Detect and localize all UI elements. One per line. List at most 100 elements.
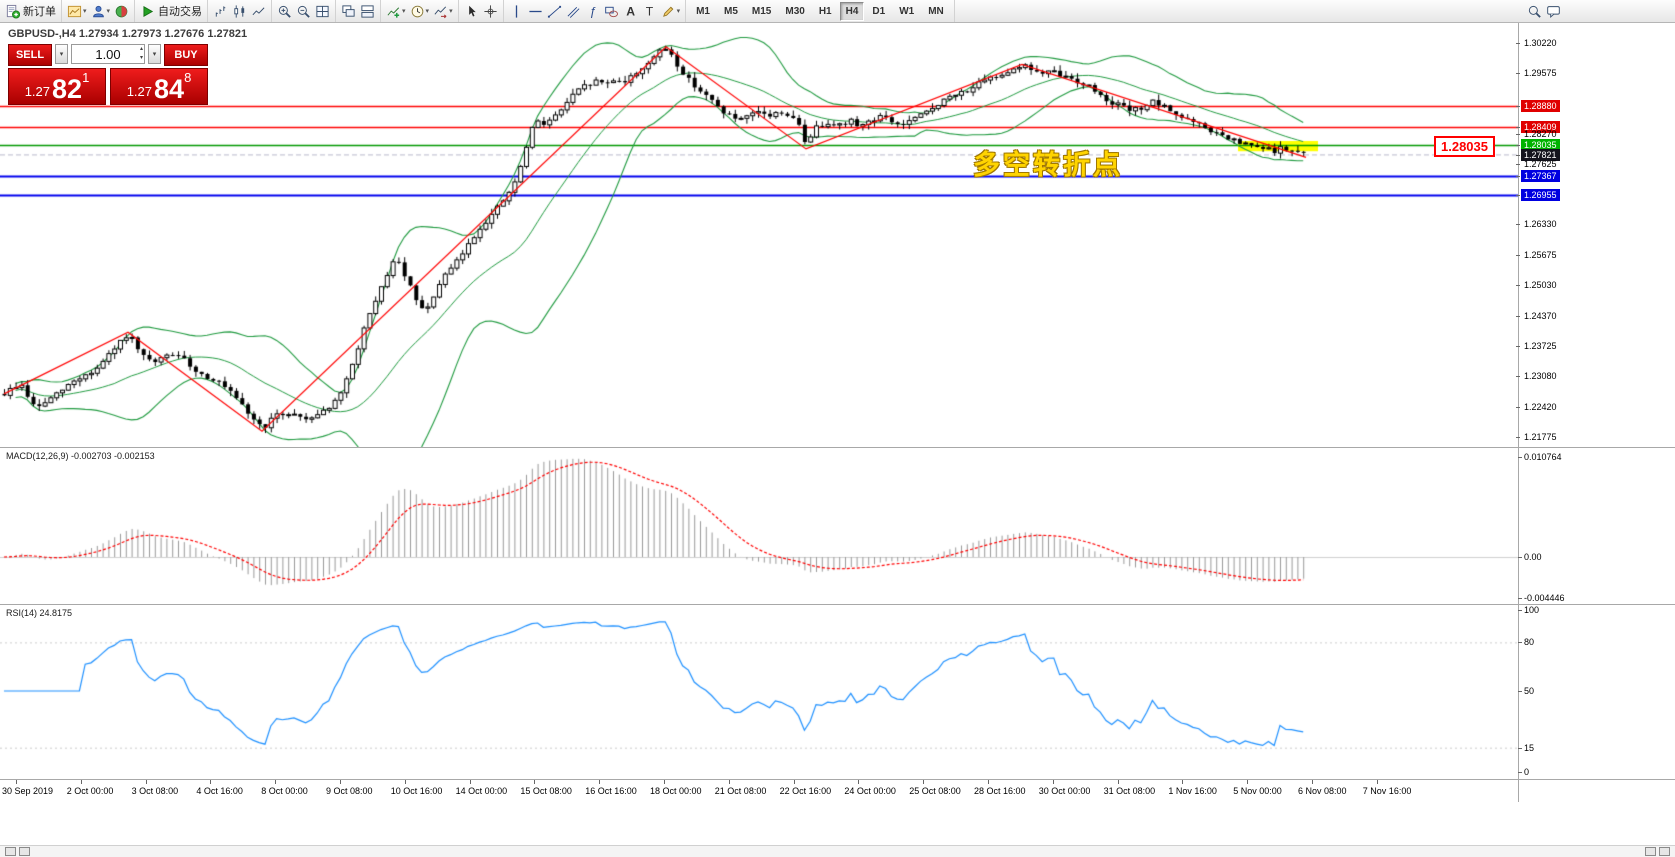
- crosshair-button[interactable]: [481, 2, 500, 21]
- timeframe-m15-button[interactable]: M15: [751, 5, 772, 17]
- volume-value: 1.00: [95, 46, 121, 62]
- timeframe-mn-button[interactable]: MN: [928, 5, 944, 17]
- bottom-bar: [0, 845, 1675, 857]
- price-scale-label: 1.23080: [1516, 370, 1560, 382]
- scale-label: 15: [1517, 742, 1535, 753]
- cascade-windows-button[interactable]: [339, 2, 358, 21]
- sell-price-display[interactable]: 1.27 82 1: [8, 68, 106, 105]
- time-label: 5 Nov 00:00: [1233, 786, 1282, 796]
- chat-button[interactable]: [1544, 2, 1563, 21]
- rsi-label: RSI(14) 24.8175: [6, 608, 73, 618]
- timeframe-h1-button[interactable]: H1: [818, 5, 832, 17]
- horizontal-line-button[interactable]: [526, 2, 545, 21]
- dropdown-caret-icon[interactable]: ▾: [402, 8, 406, 15]
- time-label: 31 Oct 08:00: [1103, 786, 1156, 796]
- price-chart-canvas[interactable]: [0, 23, 1518, 447]
- panel-separator[interactable]: [0, 447, 1675, 448]
- timeframe-m1-button[interactable]: M1: [696, 5, 710, 17]
- timeframe-m5-button[interactable]: M5: [724, 5, 738, 17]
- bar-chart-button[interactable]: [211, 2, 230, 21]
- fibo-icon: ƒ: [585, 4, 600, 19]
- scale-label: 0.00: [1518, 552, 1542, 562]
- arrows-button[interactable]: T: [640, 2, 659, 21]
- autotrading-button[interactable]: 自动交易: [138, 2, 204, 21]
- tile-windows-button[interactable]: [358, 2, 377, 21]
- macd-label: MACD(12,26,9) -0.002703 -0.002153: [6, 451, 155, 461]
- search-button[interactable]: [1525, 2, 1544, 21]
- bottom-left-icon-2[interactable]: [19, 847, 30, 856]
- price-tag-label[interactable]: 1.28035: [1434, 136, 1495, 157]
- buy-dropdown-caret[interactable]: ▾: [148, 44, 161, 64]
- timeframe-w1-button[interactable]: W1: [899, 5, 915, 17]
- price-scale-label: 1.29575: [1516, 67, 1560, 79]
- spinner-down-icon[interactable]: ▾: [139, 55, 143, 61]
- dropdown-caret-icon[interactable]: ▾: [83, 8, 87, 15]
- fibonacci-button[interactable]: ƒ: [583, 2, 602, 21]
- time-label: 22 Oct 16:00: [779, 786, 832, 796]
- time-label: 24 Oct 00:00: [844, 786, 896, 796]
- new-order-button[interactable]: 新订单: [3, 2, 58, 21]
- time-axis[interactable]: 30 Sep 2019 2 Oct 00:00 3 Oct 08:00 4 Oct 1…: [0, 780, 1518, 802]
- bottom-right-icon-1[interactable]: [1645, 847, 1656, 856]
- trendline-button[interactable]: [545, 2, 564, 21]
- bottom-left-icon-1[interactable]: [5, 847, 16, 856]
- rsi-panel-canvas[interactable]: [0, 604, 1518, 779]
- toolbar-group: [336, 0, 382, 22]
- text-icon: A: [623, 4, 638, 19]
- bottom-left-icons: [5, 847, 30, 856]
- bottom-right-icon-2[interactable]: [1659, 847, 1670, 856]
- spinner-up-icon[interactable]: ▴: [139, 46, 143, 52]
- new-chart-icon: [67, 4, 82, 19]
- sell-dropdown-caret[interactable]: ▾: [55, 44, 68, 64]
- periods-button[interactable]: ▾: [408, 2, 432, 21]
- volume-input[interactable]: 1.00 ▴ ▾: [71, 44, 145, 64]
- cursor-button[interactable]: [462, 2, 481, 21]
- timeframe-m30-button[interactable]: M30: [785, 5, 805, 17]
- toolbar-group: 自动交易: [135, 0, 209, 22]
- scale-label: 0: [1517, 767, 1530, 777]
- time-tick: [534, 780, 536, 784]
- zoom-out-button[interactable]: [294, 2, 313, 21]
- macd-panel-canvas[interactable]: [0, 447, 1518, 604]
- draw-button[interactable]: ▾: [659, 2, 683, 21]
- indicators-button[interactable]: ▾: [384, 2, 408, 21]
- text-button[interactable]: A: [621, 2, 640, 21]
- shapes-button[interactable]: [602, 2, 621, 21]
- toolbar-group: ƒ A T ▾: [504, 0, 687, 22]
- scale-label: 0.010764: [1518, 452, 1562, 462]
- time-label: 1 Nov 16:00: [1168, 786, 1217, 796]
- price-scale-separator: [1518, 23, 1519, 802]
- chart-shift-button[interactable]: ▾: [431, 2, 455, 21]
- dropdown-caret-icon[interactable]: ▾: [425, 8, 430, 15]
- candlestick-chart-button[interactable]: [230, 2, 249, 21]
- dropdown-caret-icon[interactable]: ▾: [449, 8, 453, 15]
- timeframe-d1-button[interactable]: D1: [872, 5, 886, 17]
- refresh-button[interactable]: [112, 2, 131, 21]
- time-tick: [1312, 780, 1313, 784]
- cursor-icon: [464, 4, 479, 19]
- time-tick: [1117, 780, 1119, 784]
- time-tick: [404, 780, 406, 784]
- grid-button[interactable]: [313, 2, 332, 21]
- vertical-line-button[interactable]: [507, 2, 526, 21]
- time-label: 16 Oct 16:00: [585, 786, 637, 796]
- timeframe-h4-button[interactable]: H4: [839, 1, 865, 21]
- chart-title: GBPUSD-,H4 1.27934 1.27973 1.27676 1.278…: [8, 28, 248, 40]
- line-chart-button[interactable]: [249, 2, 268, 21]
- zoom-in-button[interactable]: [275, 2, 294, 21]
- line-chart-icon: [251, 4, 266, 19]
- new-chart-button[interactable]: ▾: [65, 2, 89, 21]
- buy-button[interactable]: BUY: [164, 44, 208, 66]
- price-scale[interactable]: 1.30220 1.29575 1.28880 1.28409 1.28270 1.280…: [1516, 23, 1675, 779]
- panel-separator[interactable]: [0, 604, 1675, 605]
- profiles-button[interactable]: ▾: [89, 2, 113, 21]
- dropdown-caret-icon[interactable]: ▾: [106, 8, 111, 15]
- sell-button[interactable]: SELL: [8, 44, 52, 66]
- time-tick: [210, 780, 212, 784]
- scale-label: -0.004446: [1518, 593, 1565, 604]
- chat-icon: [1546, 4, 1561, 19]
- channel-button[interactable]: [564, 2, 583, 21]
- buy-price-display[interactable]: 1.27 84 8: [110, 68, 208, 105]
- volume-spinner[interactable]: ▴ ▾: [140, 45, 143, 63]
- dropdown-caret-icon[interactable]: ▾: [676, 8, 681, 15]
